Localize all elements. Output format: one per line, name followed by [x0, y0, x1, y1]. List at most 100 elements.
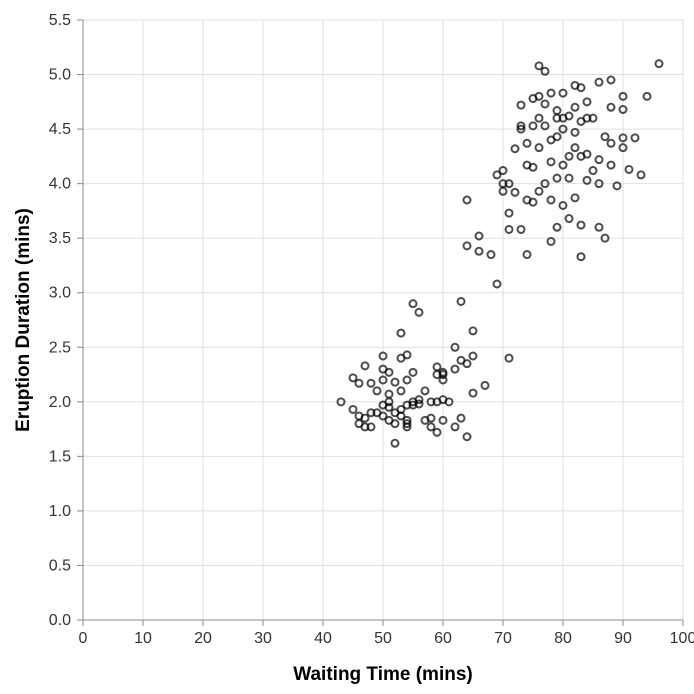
data-point — [606, 75, 616, 85]
data-point — [570, 193, 580, 203]
y-tick-label: 2.0 — [49, 394, 71, 411]
data-point — [522, 250, 532, 260]
data-point — [540, 99, 550, 109]
data-point — [606, 102, 616, 112]
data-point — [558, 160, 568, 170]
data-point — [588, 166, 598, 176]
data-point — [378, 375, 388, 385]
data-point — [402, 419, 412, 429]
data-point — [552, 222, 562, 232]
data-point — [390, 419, 400, 429]
data-point — [546, 157, 556, 167]
data-point — [588, 113, 598, 123]
y-tick-label: 1.5 — [49, 448, 71, 465]
data-point — [582, 97, 592, 107]
data-point — [486, 250, 496, 260]
data-point — [582, 149, 592, 159]
data-point — [468, 326, 478, 336]
y-tick-label: 3.0 — [49, 285, 71, 302]
data-point — [612, 181, 622, 191]
data-point — [384, 389, 394, 399]
data-point — [462, 241, 472, 251]
data-point — [510, 187, 520, 197]
data-point — [510, 144, 520, 154]
data-point — [348, 404, 358, 414]
data-point — [552, 132, 562, 142]
data-point — [438, 375, 448, 385]
data-point — [390, 377, 400, 387]
data-point — [378, 411, 388, 421]
data-point — [462, 432, 472, 442]
data-point — [360, 413, 370, 423]
data-point — [516, 100, 526, 110]
data-point — [492, 279, 502, 289]
data-point — [432, 362, 442, 372]
x-tick-label: 0 — [79, 630, 88, 647]
data-point — [354, 378, 364, 388]
data-point — [600, 132, 610, 142]
data-point — [396, 404, 406, 414]
data-point — [564, 111, 574, 121]
data-point — [636, 170, 646, 180]
x-tick-label: 10 — [134, 630, 152, 647]
data-point — [366, 378, 376, 388]
y-tick-label: 3.5 — [49, 230, 71, 247]
data-point — [564, 151, 574, 161]
data-point — [594, 179, 604, 189]
data-point — [534, 113, 544, 123]
x-tick-label: 40 — [314, 630, 332, 647]
data-point — [540, 179, 550, 189]
data-point — [594, 77, 604, 87]
data-point — [534, 91, 544, 101]
data-point — [426, 413, 436, 423]
data-point — [558, 88, 568, 98]
data-point — [546, 195, 556, 205]
data-point — [546, 236, 556, 246]
data-point — [594, 155, 604, 165]
data-point — [462, 359, 472, 369]
data-point — [438, 415, 448, 425]
x-axis-title: Waiting Time (mins) — [293, 664, 472, 685]
data-point — [444, 397, 454, 407]
data-point — [414, 395, 424, 405]
data-point — [564, 214, 574, 224]
data-point — [474, 246, 484, 256]
data-point — [396, 328, 406, 338]
data-point — [552, 106, 562, 116]
data-point — [456, 413, 466, 423]
y-tick-label: 4.5 — [49, 121, 71, 138]
y-tick-label: 5.5 — [49, 12, 71, 29]
x-tick-label: 50 — [374, 630, 392, 647]
data-point — [480, 380, 490, 390]
data-point — [390, 438, 400, 448]
x-tick-label: 60 — [434, 630, 452, 647]
data-point — [630, 133, 640, 143]
data-point — [504, 224, 514, 234]
data-point — [408, 367, 418, 377]
data-point — [534, 186, 544, 196]
x-tick-label: 80 — [554, 630, 572, 647]
data-point — [372, 386, 382, 396]
data-point — [564, 173, 574, 183]
x-tick-label: 20 — [194, 630, 212, 647]
data-point — [558, 124, 568, 134]
data-point — [414, 307, 424, 317]
data-point — [468, 388, 478, 398]
data-point — [618, 104, 628, 114]
data-point — [576, 252, 586, 262]
data-point — [540, 121, 550, 131]
data-point — [384, 397, 394, 407]
data-point — [402, 375, 412, 385]
y-axis-title: Eruption Duration (mins) — [13, 208, 34, 432]
data-point — [420, 386, 430, 396]
data-point — [396, 386, 406, 396]
y-tick-label: 5.0 — [49, 67, 71, 84]
data-point — [528, 197, 538, 207]
data-point — [516, 124, 526, 134]
data-point — [516, 121, 526, 131]
data-point — [468, 351, 478, 361]
y-tick-label: 2.5 — [49, 339, 71, 356]
data-point — [570, 102, 580, 112]
data-point — [336, 397, 346, 407]
